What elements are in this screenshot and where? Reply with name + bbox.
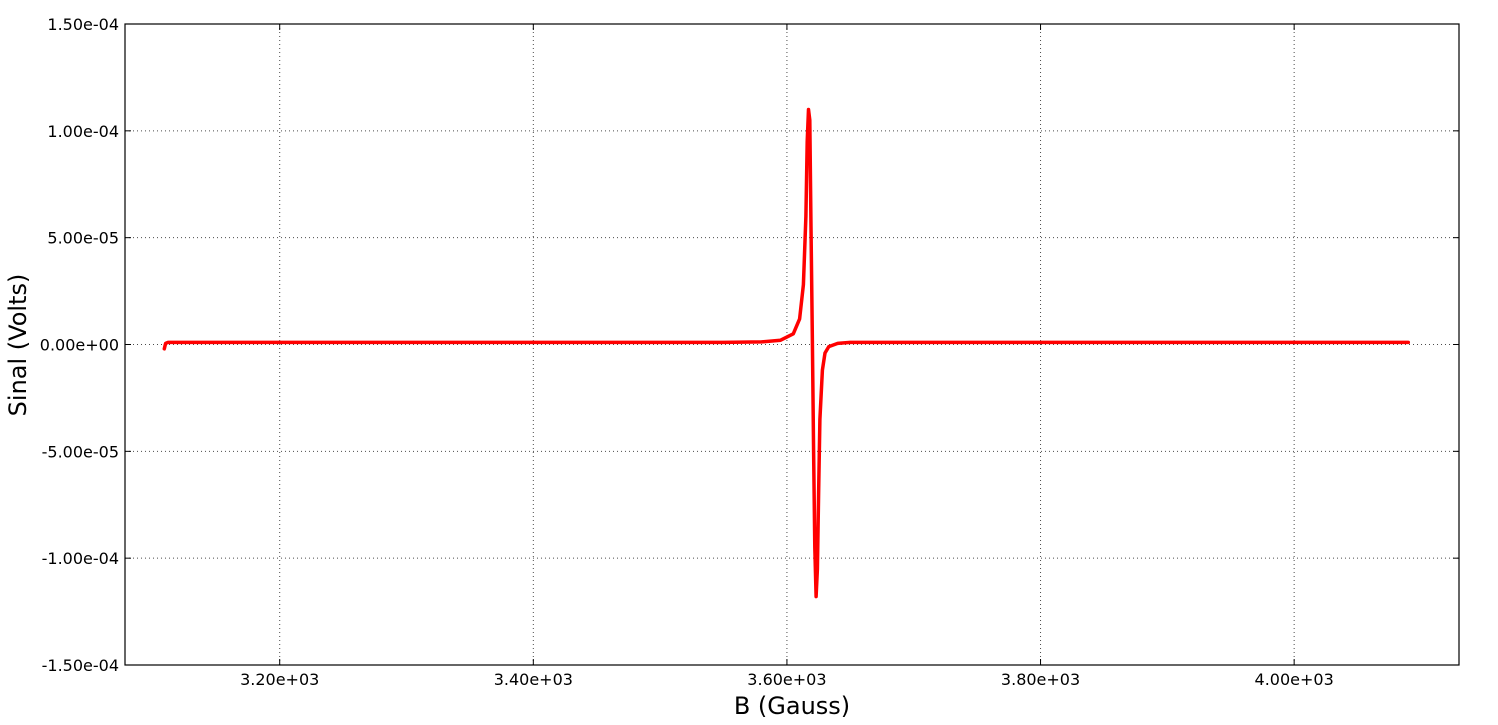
y-axis-label: Sinal (Volts) [4,274,32,417]
y-tick-label: -5.00e-05 [42,442,119,461]
series-line [162,107,1411,599]
y-tick-label: 5.00e-05 [47,229,119,248]
y-tick-label: 0.00e+00 [40,336,119,355]
y-tick-label: -1.50e-04 [42,656,119,675]
y-tick-label: -1.00e-04 [42,549,119,568]
x-tick-label: 3.60e+03 [747,670,826,689]
series-layer [162,107,1411,599]
x-tick-label: 3.40e+03 [494,670,573,689]
y-tick-label: 1.00e-04 [47,122,119,141]
tick-layer: 3.20e+03 3.40e+03 3.60e+03 3.80e+03 4.00e+03… [40,15,1459,689]
x-axis-label: B (Gauss) [734,692,850,720]
grid [125,24,1459,665]
x-tick-label: 3.20e+03 [240,670,319,689]
y-tick-label: 1.50e-04 [47,15,119,34]
x-tick-label: 4.00e+03 [1255,670,1334,689]
x-tick-label: 3.80e+03 [1001,670,1080,689]
